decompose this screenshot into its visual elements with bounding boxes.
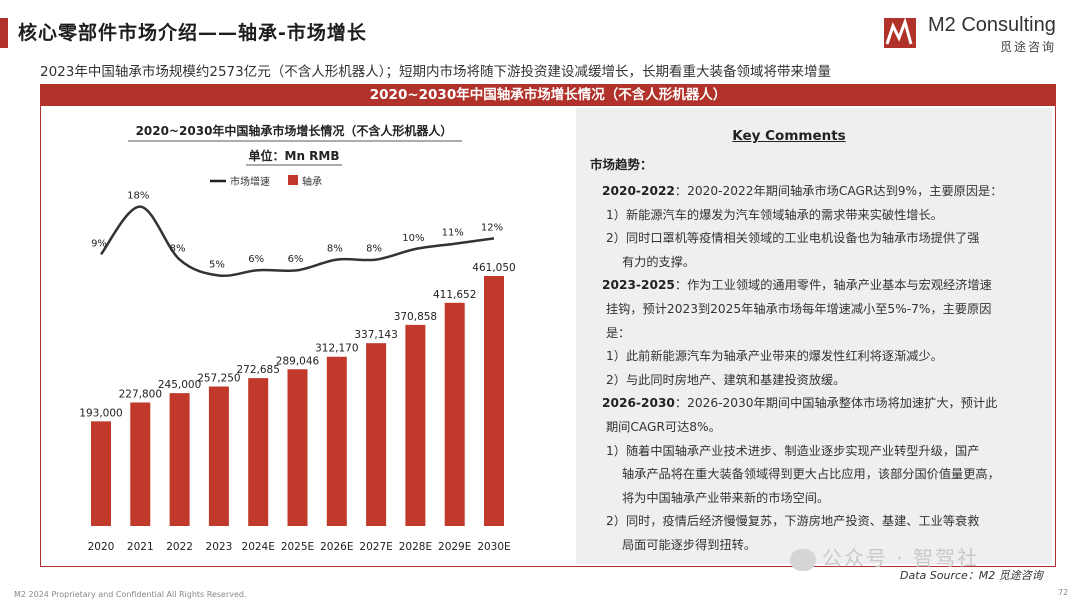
logo-sub: 觅途咨询 (1000, 40, 1057, 54)
watermark: 公众号 · 智驾社 (790, 542, 979, 571)
x-tick-2021: 2021 (127, 541, 154, 553)
title-accent-bar (0, 18, 8, 48)
bar-label-2028E: 370,858 (394, 311, 437, 323)
legend-label-growth: 市场增速 (230, 175, 270, 188)
comment-line: 有力的支撑。 (622, 254, 696, 269)
bar-2020 (91, 421, 111, 526)
bar-label-2024E: 272,685 (236, 364, 279, 376)
bar-2029E (444, 302, 465, 526)
bar-label-2029E: 411,652 (433, 289, 476, 301)
comment-line: 将为中国轴承产业带来新的市场空间。 (622, 490, 830, 505)
growth-label-2030E: 12% (481, 222, 503, 233)
growth-label-2029E: 11% (442, 228, 464, 239)
period-heading: 2026-2030 (602, 396, 675, 411)
bar-2025E (287, 369, 308, 526)
bearing-market-chart: 2020~2030年中国轴承市场增长情况（不含人形机器人） 单位：Mn RMB … (79, 123, 515, 553)
chart-panel: 2020~2030年中国轴承市场增长情况（不含人形机器人） 单位：Mn RMB … (44, 108, 570, 564)
growth-label-2020: 9% (91, 238, 107, 249)
comment-line: 1）新能源汽车的爆发为汽车领域轴承的需求带来实破性增长。 (606, 207, 943, 222)
comment-line: 2）同时，疫情后经济慢慢复苏，下游房地产投资、基建、工业等衰救 (606, 514, 980, 529)
comment-line: 局面可能逐步得到扭转。 (622, 537, 757, 552)
comment-line: 是： (606, 325, 631, 340)
comment-line: 2）同时口罩机等疫情相关领域的工业电机设备也为轴承市场提供了强 (606, 231, 980, 246)
confidential-notice: M2 2024 Proprietary and Confidential All… (14, 590, 247, 599)
growth-label-2022: 8% (170, 244, 186, 255)
page-subtitle: 2023年中国轴承市场规模约2573亿元（不含人形机器人）；短期内市场将随下游投… (40, 64, 831, 80)
bar-label-2027E: 337,143 (354, 329, 397, 341)
x-tick-2024E: 2024E (242, 541, 275, 553)
section-banner: 2020~2030年中国轴承市场增长情况（不含人形机器人） (40, 84, 1056, 106)
comment-text: ：2020-2022年期间轴承市场CAGR达到9%，主要原因是： (674, 184, 1003, 198)
bar-label-2026E: 312,170 (315, 343, 358, 355)
comment-line: 轴承产品将在重大装备领域得到更大占比应用，该部分国价值量更高， (622, 467, 1000, 482)
company-logo: M2 Consulting 觅途咨询 (884, 12, 1074, 56)
x-tick-2023: 2023 (206, 541, 233, 553)
bar-2023 (208, 386, 229, 526)
bar-series (91, 276, 504, 526)
x-tick-2025E: 2025E (281, 541, 314, 553)
bar-2026E (326, 356, 347, 526)
period-heading: 2023-2025 (602, 278, 675, 293)
m2-logo-icon (884, 17, 916, 48)
x-tick-2020: 2020 (88, 541, 115, 553)
comment-line: 2026-2030：2026-2030年期间中国轴承整体市场将加速扩大，预计此 (602, 392, 1030, 416)
growth-label-2021: 18% (127, 191, 149, 202)
bar-2028E (405, 324, 426, 526)
x-tick-2022: 2022 (166, 541, 193, 553)
comment-line: 2023-2025：作为工业领域的通用零件，轴承产业基本与宏观经济增速 (602, 274, 1030, 298)
comment-line: 1）随着中国轴承产业技术进步、制造业逐步实现产业转型升级，国产 (606, 443, 980, 458)
growth-label-2025E: 6% (288, 254, 304, 265)
x-tick-2028E: 2028E (399, 541, 432, 553)
comment-line: 期间CAGR可达8%。 (606, 419, 721, 434)
wechat-icon (790, 548, 816, 571)
chart-unit: 单位：Mn RMB (249, 148, 340, 163)
page-number: 72 (1058, 588, 1069, 597)
comment-line: 挂钩，预计2023到2025年轴承市场每年增速减小至5%-7%，主要原因 (606, 301, 992, 316)
x-tick-2027E: 2027E (359, 541, 392, 553)
page-title: 核心零部件市场介绍——轴承-市场增长 (18, 22, 367, 44)
bar-label-2030E: 461,050 (472, 262, 515, 274)
market-trend-heading: 市场趋势： (590, 157, 653, 172)
x-tick-2026E: 2026E (320, 541, 353, 553)
logo-name: M2 Consulting (928, 14, 1056, 36)
watermark-text: 公众号 · 智驾社 (822, 546, 980, 570)
data-source: Data Source：M2 觅途咨询 (900, 569, 1043, 582)
growth-label-2026E: 8% (327, 244, 343, 255)
comment-line: 1）此前新能源汽车为轴承产业带来的爆发性红利将逐渐减少。 (606, 349, 943, 364)
bar-label-2020: 193,000 (79, 407, 122, 419)
comment-text: ：2026-2030年期间中国轴承整体市场将加速扩大，预计此 (674, 396, 998, 411)
bar-2024E (248, 378, 269, 526)
chart-title: 2020~2030年中国轴承市场增长情况（不含人形机器人） (136, 123, 453, 138)
chart-labels: 193,000 2020 9% 227,800 2021 18% 245,000 2022 8%… (79, 191, 515, 553)
x-tick-2029E: 2029E (438, 541, 471, 553)
bar-label-2021: 227,800 (119, 388, 162, 400)
bar-2030E (484, 276, 504, 526)
bar-label-2023: 257,250 (197, 373, 240, 385)
legend-bar-swatch (288, 175, 298, 185)
comments-body: 2020-2022：2020-2022年期间轴承市场CAGR达到9%，主要原因是… (602, 180, 1030, 558)
bar-label-2022: 245,000 (158, 379, 201, 391)
growth-label-2027E: 8% (366, 244, 382, 255)
panel-border (40, 106, 1056, 567)
bar-label-2025E: 289,046 (276, 355, 320, 367)
growth-line (99, 205, 495, 278)
bar-2027E (366, 343, 387, 526)
legend-label-bearing: 轴承 (302, 175, 322, 188)
growth-label-2028E: 10% (402, 233, 424, 244)
comment-text: ：作为工业领域的通用零件，轴承产业基本与宏观经济增速 (674, 278, 992, 293)
comment-line: 2）与此同时房地产、建筑和基建投资放缓。 (606, 372, 846, 387)
comment-line: 2020-2022：2020-2022年期间轴承市场CAGR达到9%，主要原因是… (602, 180, 1030, 204)
bar-2021 (130, 402, 151, 526)
x-tick-2030E: 2030E (477, 541, 510, 553)
period-heading: 2020-2022 (602, 184, 675, 198)
growth-label-2023: 5% (209, 260, 225, 271)
key-comments-title: Key Comments (732, 128, 846, 144)
growth-label-2024E: 6% (248, 254, 264, 265)
key-comments-panel: Key Comments 市场趋势： 2020-2022：2020-2022年期… (576, 108, 1052, 564)
bar-2022 (169, 393, 190, 526)
